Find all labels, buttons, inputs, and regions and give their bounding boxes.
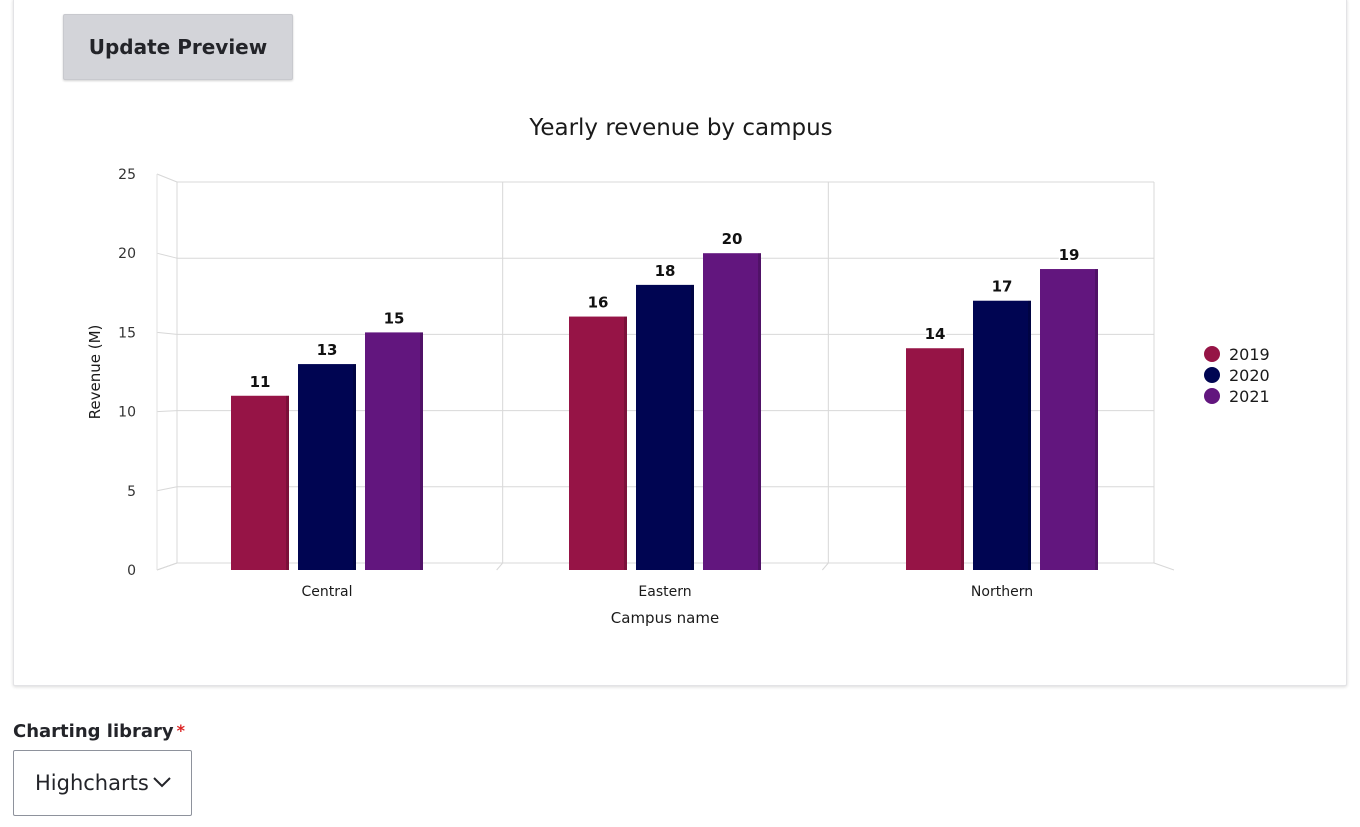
bar-2020-northern xyxy=(973,300,1031,570)
data-label: 13 xyxy=(317,341,338,359)
legend-item-2020: 2020 xyxy=(1229,366,1270,385)
legend-item-2021: 2021 xyxy=(1229,387,1270,406)
required-marker: * xyxy=(176,721,186,740)
bar-side-shade xyxy=(961,348,964,570)
x-axis-title: Campus name xyxy=(611,609,719,627)
category-divider xyxy=(496,562,504,571)
legend-marker-2019 xyxy=(1204,346,1220,362)
data-label: 14 xyxy=(925,325,946,343)
charting-library-label-text: Charting library xyxy=(13,721,174,742)
bar-2019-eastern xyxy=(569,316,627,570)
update-preview-button[interactable]: Update Preview xyxy=(63,14,293,80)
category-divider xyxy=(821,562,829,571)
bar-2019-northern xyxy=(906,348,964,570)
x-tick-label: Central xyxy=(302,584,353,600)
chevron-down-icon xyxy=(153,777,171,788)
x-tick-label: Northern xyxy=(971,584,1033,600)
bar-side-shade xyxy=(286,395,289,570)
category-divider xyxy=(1153,562,1175,571)
data-label: 20 xyxy=(722,230,743,248)
y-tick-label: 25 xyxy=(118,167,136,183)
bar-side-shade xyxy=(624,316,627,570)
bar-2019-central xyxy=(231,395,289,570)
bar-2021-northern xyxy=(1040,269,1098,570)
data-label: 19 xyxy=(1059,246,1080,264)
x-tick-label: Eastern xyxy=(638,584,691,600)
gridline-y-side xyxy=(156,331,178,335)
y-tick-label: 10 xyxy=(118,405,136,421)
gridline-y-side xyxy=(156,410,178,413)
y-tick-label: 0 xyxy=(127,563,136,579)
legend-marker-2021 xyxy=(1204,388,1220,404)
bar-side-shade xyxy=(420,332,423,570)
bar-2021-central xyxy=(365,332,423,570)
bar-2020-central xyxy=(298,364,356,570)
data-label: 16 xyxy=(588,294,609,312)
charting-library-select[interactable]: Highcharts xyxy=(13,750,192,816)
data-label: 18 xyxy=(655,262,676,280)
revenue-chart: Yearly revenue by campus 0 5 10 15 20 25 Revenu… xyxy=(86,115,1270,627)
legend-marker-2020 xyxy=(1204,367,1220,383)
legend-item-2019: 2019 xyxy=(1229,345,1270,364)
gridline-y-side xyxy=(156,173,178,183)
category-divider xyxy=(156,562,178,571)
y-tick-label: 15 xyxy=(118,325,136,341)
gridline-y-side xyxy=(156,252,178,259)
gridline-y-side xyxy=(156,486,178,492)
bar-side-shade xyxy=(1095,269,1098,570)
bar-side-shade xyxy=(758,253,761,570)
data-label: 11 xyxy=(250,373,271,391)
y-tick-label: 20 xyxy=(118,246,136,262)
bar-side-shade xyxy=(353,364,356,570)
data-label: 15 xyxy=(384,309,405,327)
charting-library-select-value: Highcharts xyxy=(35,771,149,795)
bar-side-shade xyxy=(691,284,694,570)
chart-title: Yearly revenue by campus xyxy=(528,115,832,141)
y-axis-title: Revenue (M) xyxy=(86,325,104,420)
data-label: 17 xyxy=(992,278,1013,296)
y-tick-label: 5 xyxy=(127,484,136,500)
bar-2020-eastern xyxy=(636,284,694,570)
charting-library-label: Charting library * xyxy=(13,721,185,742)
bar-side-shade xyxy=(1028,300,1031,570)
bar-2021-eastern xyxy=(703,253,761,570)
